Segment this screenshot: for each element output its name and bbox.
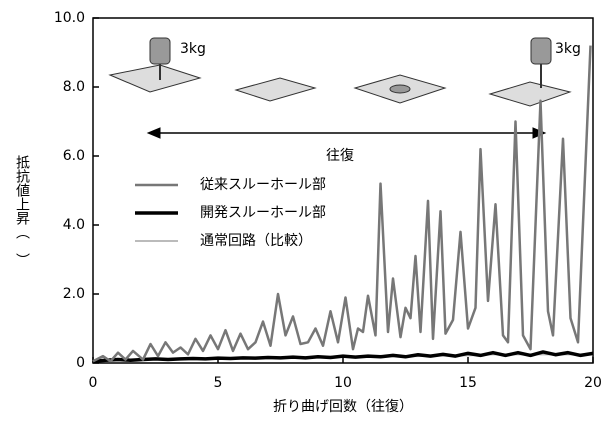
- annotation: 3kg: [180, 41, 206, 57]
- x-tick-label: 10: [334, 375, 352, 391]
- x-tick-label: 5: [214, 375, 223, 391]
- double-arrow: [148, 128, 545, 138]
- x-tick-label: 20: [584, 375, 602, 391]
- y-tick-label: 10.0: [54, 10, 85, 26]
- y-tick-label: 4.0: [63, 217, 85, 233]
- x-tick-label: 0: [89, 375, 98, 391]
- legend-label: 通常回路（比較）: [200, 233, 312, 249]
- y-tick-label: 2.0: [63, 286, 85, 302]
- x-axis-label: 折り曲げ回数（往復）: [273, 398, 413, 415]
- y-tick-label: 0: [76, 355, 85, 371]
- legend-label: 開発スルーホール部: [200, 205, 326, 221]
- y-tick-label: 8.0: [63, 79, 85, 95]
- illustrations: [110, 38, 570, 106]
- legend-label: 従来スルーホール部: [200, 177, 326, 193]
- y-axis-label: 抵抗値上昇（ ）: [14, 155, 30, 267]
- annotation: 3kg: [555, 41, 581, 57]
- x-tick-label: 15: [459, 375, 477, 391]
- annotation: 往復: [326, 147, 354, 164]
- chart: 3kg 3kg 往復 抵抗値上昇（ ） 折り曲げ回数（往復） 0 2.0 4.0 6.…: [0, 0, 607, 418]
- y-tick-label: 6.0: [63, 148, 85, 164]
